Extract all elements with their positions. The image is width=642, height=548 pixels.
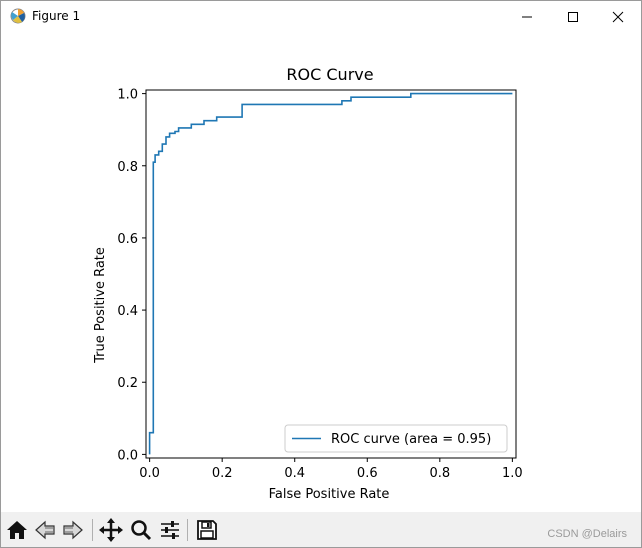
y-tick-label: 0.8: [117, 160, 138, 175]
legend: ROC curve (area = 0.95): [284, 424, 508, 453]
forward-button[interactable]: [61, 518, 85, 542]
x-tick-label: 0.8: [429, 466, 450, 481]
home-icon: [7, 521, 27, 539]
close-button[interactable]: [595, 1, 641, 32]
forward-icon: [63, 520, 83, 540]
configure-subplots-button[interactable]: [158, 518, 182, 542]
watermark-text: CSDN @Delairs: [547, 528, 627, 540]
maximize-button[interactable]: [550, 1, 596, 32]
legend-box: [284, 424, 508, 453]
close-icon: [612, 11, 624, 22]
minimize-icon: [522, 16, 532, 17]
figure-canvas[interactable]: ROC Curve 0.0 0.2 0.4 0.6 0.8 1.0 0.0 0.2 0.4 0.…: [1, 32, 641, 512]
x-tick-label: 0.6: [357, 466, 378, 481]
y-axis-label: True Positive Rate: [93, 247, 108, 364]
x-tick-label: 0.0: [139, 466, 160, 481]
zoom-icon: [131, 520, 152, 541]
y-tick-label: 0.2: [117, 376, 138, 391]
maximize-icon: [568, 11, 578, 22]
title-bar: Figure 1: [1, 1, 641, 32]
roc-chart: ROC Curve 0.0 0.2 0.4 0.6 0.8 1.0 0.00.20.40.…: [93, 65, 523, 502]
toolbar-separator: [92, 519, 93, 541]
pan-icon: [99, 518, 123, 542]
y-tick-label: 0.6: [117, 232, 138, 247]
save-icon: [197, 520, 217, 540]
matplotlib-icon: [10, 8, 26, 24]
back-icon: [35, 520, 55, 540]
y-tick-label: 0.0: [117, 448, 138, 463]
navigation-toolbar: CSDN @Delairs: [1, 512, 641, 547]
minimize-button[interactable]: [504, 1, 550, 32]
axes-frame: [145, 89, 517, 459]
x-tick-label: 0.2: [212, 466, 233, 481]
zoom-button[interactable]: [129, 518, 153, 542]
legend-label: ROC curve (area = 0.95): [331, 432, 491, 447]
home-button[interactable]: [5, 518, 29, 542]
chart-title: ROC Curve: [286, 65, 373, 84]
y-axis: 0.0 0.2 0.4 0.6 0.8 1.0: [117, 88, 146, 463]
x-axis: 0.0 0.2 0.4 0.6 0.8 1.0: [139, 458, 523, 481]
y-tick-label: 0.4: [117, 304, 138, 319]
back-button[interactable]: [33, 518, 57, 542]
save-button[interactable]: [195, 518, 219, 542]
window-title: Figure 1: [32, 9, 81, 23]
pan-button[interactable]: [99, 518, 123, 542]
roc-curve-line: [148, 92, 513, 455]
x-tick-label: 1.0: [502, 466, 523, 481]
x-tick-label: 0.4: [284, 466, 305, 481]
y-tick-label: 1.0: [117, 88, 138, 103]
x-axis-label: False Positive Rate: [269, 487, 390, 502]
toolbar-separator: [187, 519, 188, 541]
configure-subplots-icon: [161, 521, 179, 539]
